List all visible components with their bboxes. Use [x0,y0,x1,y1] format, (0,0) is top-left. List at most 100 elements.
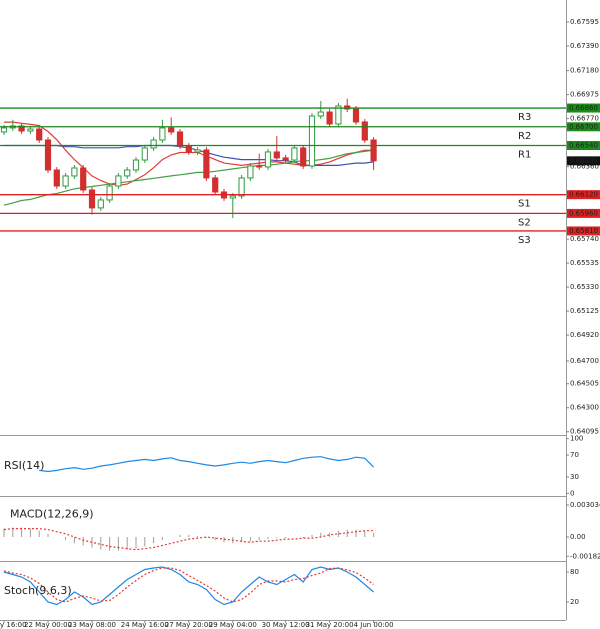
panel-frames [0,0,567,621]
y-tick-label: 70 [570,451,579,459]
indicator-line [3,528,374,551]
y-tick-label: 0.64505 [570,380,599,388]
level-name: S1 [518,199,531,210]
candle-body [62,175,69,187]
x-tick-label: 22 May 00:00 [24,621,72,629]
level-price-box [567,122,600,132]
level-price-box [567,190,600,200]
level-price-label: 0.66120 [569,191,598,199]
y-tick-label: -0.001826 [570,552,600,560]
candle-body [176,131,184,147]
candle-body [44,139,52,171]
candle-body [27,128,34,132]
candle-body [141,147,148,161]
level-price-label: 0.66540 [569,142,598,150]
candle-body [229,195,236,199]
y-tick-label: 0 [570,489,574,497]
x-tick-label: 4 Jun 00:00 [354,621,394,629]
candle-body [317,111,324,117]
candle-body [326,111,333,125]
candle-body [185,145,192,153]
x-tick-label: 31 May 20:00 [306,621,354,629]
y-tick-label: 30 [570,473,579,481]
candle-body [124,169,131,177]
y-tick-label: 0.65740 [570,235,599,243]
x-tick-label: 29 May 04:00 [209,621,257,629]
indicator-line [39,456,375,473]
level-price-label: 0.65810 [569,227,598,235]
x-tick-label: 23 May 08:00 [68,621,116,629]
y-tick-label: 20 [570,598,579,606]
y-tick-label: 0.65535 [570,259,599,267]
candle-body [291,147,298,161]
candle-body [352,108,360,123]
candle-body [80,167,87,191]
candle-body [203,149,210,179]
y-tick-label: 0.66975 [570,91,599,99]
y-tick-label: 0.65330 [570,283,599,291]
candle-body [168,127,175,133]
level-name: R1 [518,150,531,161]
y-tick-label: 0.003034 [570,501,600,509]
candle-body [370,139,377,162]
candle-body [36,128,43,141]
indicator-line [3,567,374,603]
y-tick-label: 0.00 [570,533,586,541]
y-tick-label: 0.65125 [570,307,599,315]
level-price-box [567,103,600,113]
candle-body [88,189,96,209]
candle-body [308,115,316,167]
level-name: S3 [518,235,531,246]
x-tick-label: 30 May 12:00 [262,621,310,629]
y-tick-label: 0.67595 [570,18,599,26]
candle-body [361,121,368,141]
y-tick-label: 0.66360 [570,163,599,171]
x-tick-label: 24 May 16:00 [121,621,169,629]
candle-body [150,139,157,149]
current-price-box [567,156,600,166]
current-price-label: 0.66409 [569,157,598,165]
candle-body [159,127,166,141]
candle-body [97,199,104,209]
candle-body [106,185,113,201]
y-tick-label: 100 [570,435,583,443]
candle-body [256,165,263,168]
y-tick-label: 0.64700 [570,357,599,365]
y-tick-label: 0.67390 [570,42,599,50]
level-name: R3 [518,112,531,123]
y-tick-label: 0.67180 [570,67,599,75]
panel-title: MACD(12,26,9) [10,508,94,521]
candle-body [282,157,289,161]
x-tick-label: 27 May 20:00 [165,621,213,629]
candle-body [0,127,8,133]
candle-body [194,149,201,153]
level-price-label: 0.66860 [569,104,598,112]
y-tick-label: 0.64095 [570,428,599,436]
candle-body [18,125,25,132]
level-name: R2 [518,131,531,142]
candle-body [335,105,342,125]
indicator-line [3,566,374,606]
candle-body [300,147,307,167]
candle-body [132,159,140,171]
panel-title: RSI(14) [4,459,44,472]
candle-body [53,169,60,187]
y-tick-label: 0.66770 [570,115,599,123]
candle-body [238,177,245,197]
candle-body [264,151,272,168]
level-price-label: 0.66700 [569,123,598,131]
y-tick-label: 0.64920 [570,331,599,339]
candle-body [212,177,219,193]
x-tick-label: y 16:00 [0,621,27,629]
level-price-box [567,141,600,151]
level-name: S2 [518,217,531,228]
level-price-box [567,226,600,236]
y-tick-label: 0.64300 [570,404,599,412]
candle-body [115,175,122,187]
panel-title: Stoch(9,6,3) [4,584,72,597]
candle-body [273,151,280,159]
candle-body [247,165,254,179]
candle-body [71,167,78,177]
